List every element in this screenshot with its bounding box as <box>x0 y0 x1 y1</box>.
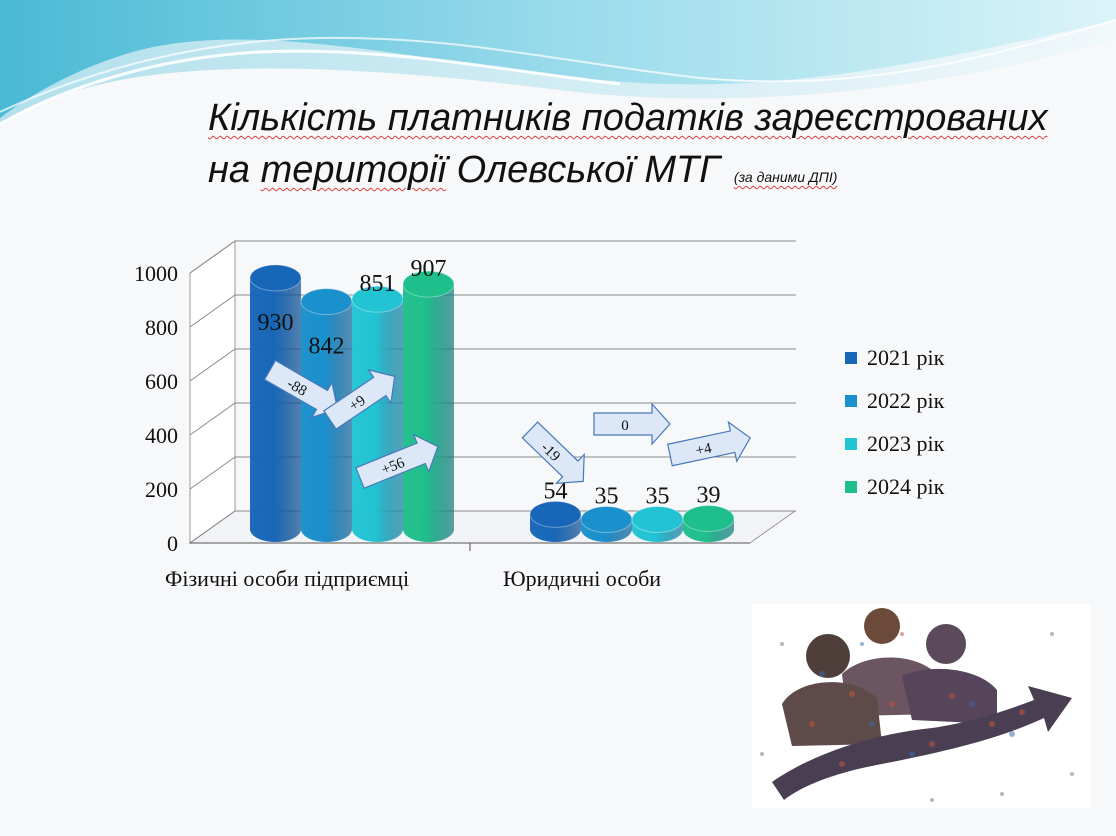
bar-cylinder-top <box>580 506 633 534</box>
gridline <box>189 294 796 328</box>
legend-item-2024: 2024 рік <box>845 465 944 508</box>
y-tick-label: 800 <box>145 315 178 340</box>
legend-item-2022: 2022 рік <box>845 379 944 422</box>
bar-value-label: 930 <box>258 310 294 336</box>
bar-cylinder-top <box>249 264 302 292</box>
legend-label-2024: 2024 рік <box>867 473 945 499</box>
bar-cylinder-body <box>403 284 454 543</box>
y-tick-label: 1000 <box>134 261 178 286</box>
y-tick-label: 200 <box>145 477 178 502</box>
change-arrow-shape <box>323 368 396 430</box>
x-category-label-0: Фізичні особи підприємці <box>165 566 410 591</box>
bar-cylinder-shade <box>301 301 352 543</box>
bar-value-label: 35 <box>595 484 619 510</box>
change-arrow: +56 <box>355 433 439 489</box>
bar-cylinder-shade <box>250 277 301 543</box>
plot-side-wall <box>189 240 236 544</box>
bar-cylinder-top <box>529 500 582 528</box>
x-category-label-1: Юридичні особи <box>503 566 662 591</box>
bar-cylinder-body <box>250 277 301 543</box>
change-arrow: +4 <box>667 420 751 467</box>
change-arrow-shape <box>355 433 439 489</box>
change-arrow-label: 0 <box>621 418 629 434</box>
legend-label-2021: 2021 рік <box>867 344 945 370</box>
page-title: Кількість платників податків зареєстрова… <box>208 92 1088 203</box>
legend-label-2023: 2023 рік <box>867 430 945 456</box>
bar-cylinder-shade <box>403 284 454 543</box>
legend-label-2022: 2022 рік <box>867 387 945 413</box>
bar-value-label: 907 <box>411 256 447 282</box>
bar-cylinder-top <box>631 506 684 534</box>
gridline <box>189 348 796 382</box>
legend-swatch-2021 <box>845 351 857 364</box>
bar-cylinder-body <box>301 301 352 543</box>
bar-value-label: 35 <box>646 484 670 510</box>
title-line-2-end: МТГ <box>644 149 720 191</box>
legend-swatch-2023 <box>845 437 857 450</box>
title-line-2-mid: Олевської <box>446 149 645 191</box>
bar-value-label: 39 <box>697 482 721 508</box>
legend-swatch-2022 <box>845 394 857 407</box>
change-arrow: 0 <box>593 402 671 446</box>
bar-cylinder-top <box>402 270 455 298</box>
change-arrow-shape <box>667 420 751 467</box>
title-line-2: на території Олевської МТГ (за даними ДПІ… <box>208 144 1088 203</box>
title-line-1: Кількість платників податків зареєстрова… <box>208 92 1088 144</box>
title-line-2-prefix: на <box>208 149 261 191</box>
y-tick-label: 400 <box>145 423 178 448</box>
change-arrow: -19 <box>521 421 585 484</box>
bar-value-label: 842 <box>309 334 345 360</box>
source-note: (за даними ДПІ) <box>733 169 838 185</box>
change-arrow-label: +4 <box>694 440 713 459</box>
y-tick-label: 600 <box>145 369 178 394</box>
change-arrow-label: +9 <box>347 393 369 415</box>
gridline <box>189 240 796 274</box>
chart-legend: 2021 рік 2022 рік 2023 рік 2024 рік <box>845 336 944 508</box>
crowd-photo <box>752 604 1090 808</box>
y-tick-label: 0 <box>167 531 178 556</box>
bar-cylinder-top <box>682 504 735 532</box>
legend-swatch-2024 <box>845 480 857 493</box>
crowd-people-icon <box>772 608 1072 800</box>
gridline <box>189 402 796 436</box>
bar-cylinder-top <box>300 288 353 316</box>
legend-item-2023: 2023 рік <box>845 422 944 465</box>
legend-item-2021: 2021 рік <box>845 336 944 379</box>
change-arrow: +9 <box>323 368 396 430</box>
title-line-1-text: Кількість платників податків зареєстрова… <box>208 97 1048 139</box>
gridline <box>189 456 796 490</box>
bar-value-label: 851 <box>360 271 396 297</box>
change-arrow-shape <box>593 402 671 446</box>
title-line-2-word: території <box>260 149 447 191</box>
bar-cylinder-shade <box>352 299 403 543</box>
change-arrow-shape <box>521 421 585 484</box>
